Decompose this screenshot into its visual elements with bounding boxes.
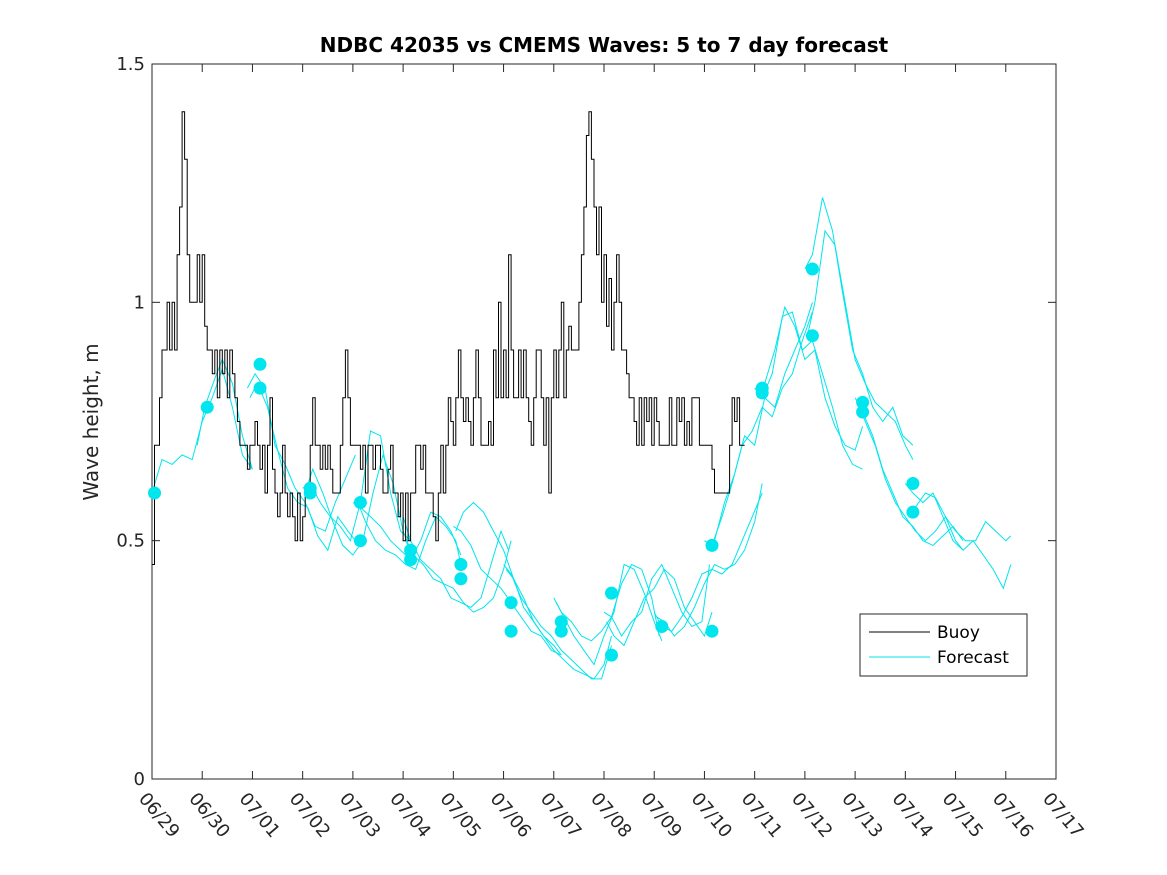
forecast-line (302, 430, 411, 542)
forecast-marker (353, 534, 367, 548)
forecast-line (357, 502, 462, 570)
forecast-marker (253, 357, 267, 371)
forecast-line (304, 453, 412, 556)
forecast-marker (605, 586, 618, 600)
forecast-line (704, 311, 813, 547)
forecast-marker (755, 386, 769, 400)
forecast-marker (148, 486, 161, 500)
forecast-line (907, 492, 1012, 542)
forecast-marker (554, 615, 568, 629)
forecast-line (756, 305, 864, 451)
buoy-line (152, 111, 745, 565)
forecast-marker (200, 400, 214, 414)
y-tick-label: 0.5 (116, 531, 145, 552)
forecast-marker (705, 538, 719, 552)
forecast-line (505, 568, 612, 680)
forecast-marker (906, 505, 920, 519)
forecast-line (806, 229, 914, 460)
forecast-line (405, 540, 512, 613)
forecast-marker (454, 558, 468, 571)
forecast-marker (353, 496, 367, 509)
forecast-line (402, 516, 510, 608)
legend-box (859, 613, 1028, 677)
forecast-marker (504, 596, 518, 610)
legend-buoy-label: Buoy (937, 623, 980, 643)
forecast-line (656, 483, 763, 637)
forecast-markers (148, 262, 920, 662)
forecast-series (151, 197, 1012, 680)
forecast-line (553, 563, 660, 642)
forecast-marker (454, 572, 468, 586)
forecast-marker (906, 477, 920, 490)
forecast-marker (554, 624, 568, 638)
forecast-line (453, 525, 562, 656)
y-tick-label: 0 (134, 769, 145, 790)
forecast-marker (404, 543, 418, 557)
forecast-line (706, 302, 813, 551)
forecast-line (904, 483, 1012, 590)
buoy-series (152, 111, 745, 565)
forecast-marker (404, 553, 418, 567)
forecast-marker (605, 648, 618, 662)
y-axis: 0 0.5 1 1.5 (116, 54, 1056, 790)
forecast-marker (303, 486, 317, 500)
forecast-marker (805, 262, 819, 276)
forecast-marker (504, 624, 518, 638)
forecast-line (249, 382, 356, 552)
forecast-line (804, 197, 914, 446)
chart-title: NDBC 42035 vs CMEMS Waves: 5 to 7 day fo… (320, 33, 889, 57)
forecast-line (603, 563, 710, 637)
forecast-marker (705, 624, 719, 638)
forecast-marker (856, 395, 870, 409)
forecast-marker (655, 620, 669, 633)
legend-forecast-label: Forecast (937, 648, 1009, 668)
forecast-marker (253, 381, 267, 395)
forecast-line (352, 502, 462, 561)
forecast-marker (805, 329, 819, 343)
forecast-line (606, 568, 713, 647)
y-axis-label: Wave height, m (79, 343, 103, 500)
forecast-line (857, 402, 964, 551)
forecast-line (754, 311, 863, 470)
legend: Buoy Forecast (859, 613, 1028, 677)
y-tick-label: 1 (134, 292, 145, 313)
forecast-marker (856, 405, 870, 419)
forecast-line (854, 397, 964, 546)
y-tick-label: 1.5 (116, 54, 145, 75)
